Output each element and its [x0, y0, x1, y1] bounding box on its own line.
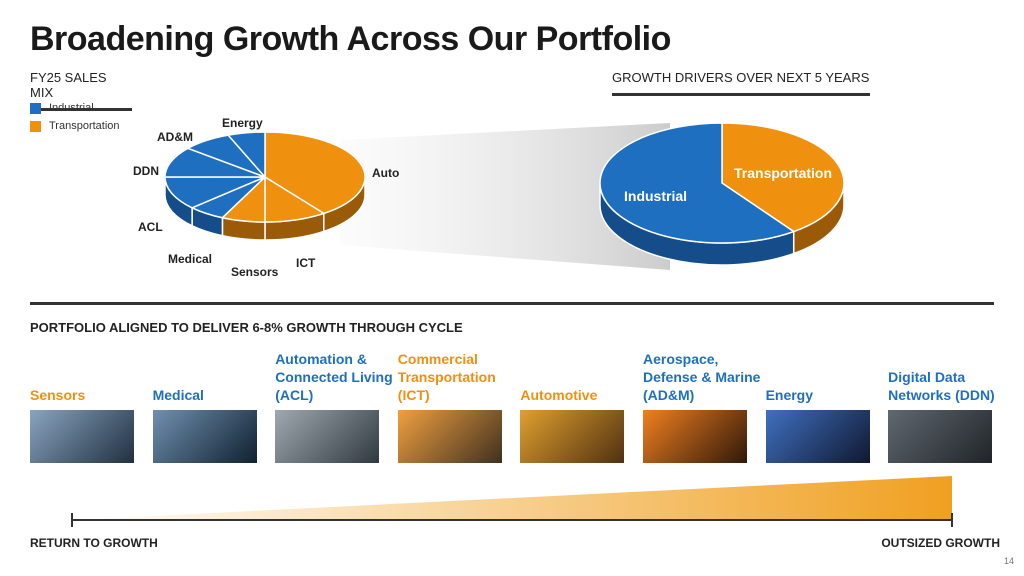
- segment-image: [520, 410, 625, 463]
- segment-label: Automotive: [520, 387, 598, 403]
- pie-label-auto: Auto: [372, 166, 400, 180]
- legend-label: Industrial: [49, 102, 94, 114]
- segment-image: [642, 410, 747, 463]
- scale-right-label: OUTSIZED GROWTH: [881, 536, 1000, 550]
- growth-ramp: [72, 476, 952, 520]
- pie-slice-acl: [164, 176, 266, 209]
- segment-label: Medical: [152, 387, 204, 403]
- legend-industrial: Industrial: [30, 102, 120, 114]
- subtitle: PORTFOLIO ALIGNED TO DELIVER 6-8% GROWTH…: [30, 320, 463, 335]
- segment-label: Aerospace, Defense & Marine (AD&M): [642, 351, 761, 403]
- legend-swatch: [30, 102, 41, 114]
- page-title: Broadening Growth Across Our Portfolio: [30, 20, 671, 58]
- segment-labels: Sensors Medical Automation & Connected Liv…: [30, 348, 1011, 404]
- legend-swatch: [30, 120, 41, 132]
- page-number: 14: [1003, 556, 1014, 566]
- pie-label-ddn: DDN: [133, 164, 159, 178]
- section-growth-drivers: GROWTH DRIVERS OVER NEXT 5 YEARS: [612, 70, 870, 96]
- segment-image: [888, 410, 993, 463]
- divider: [30, 302, 994, 305]
- pie-charts: [164, 122, 845, 270]
- scale-left-label: RETURN TO GROWTH: [30, 536, 158, 550]
- segment-label: Sensors: [30, 387, 86, 403]
- pie-label-medical: Medical: [168, 252, 213, 266]
- pie-label-adm: AD&M: [157, 130, 193, 144]
- segment-images: [30, 410, 1011, 463]
- pie-slice-transportation: [721, 122, 845, 233]
- pie2-label-transportation: Transportation: [734, 165, 833, 181]
- segment-image: [275, 410, 380, 463]
- legend-transportation: Transportation: [30, 120, 120, 132]
- zoom-connector: [340, 123, 670, 270]
- pie-label-energy: Energy: [222, 116, 263, 130]
- segment-image: [397, 410, 502, 463]
- pie-slice-industrial: [599, 122, 796, 244]
- pie-label-sensors: Sensors: [231, 265, 279, 279]
- pie-slice-auto: [264, 131, 366, 215]
- pie-label-acl: ACL: [138, 220, 163, 234]
- segment-image: [152, 410, 257, 463]
- segment-image: [30, 410, 134, 463]
- legend: Industrial Transportation: [30, 102, 120, 138]
- pie2-label-industrial: Industrial: [624, 188, 688, 204]
- section-sales-mix: FY25 SALES MIX: [30, 70, 132, 111]
- segment-image: [765, 410, 870, 463]
- segment-label: Energy: [765, 387, 814, 403]
- pie-label-ict: ICT: [296, 256, 316, 270]
- legend-label: Transportation: [49, 120, 120, 132]
- segment-label: Commercial Transportation (ICT): [397, 351, 496, 403]
- pie-slice-energy: [226, 131, 266, 179]
- segment-label: Digital Data Networks (DDN): [888, 369, 995, 403]
- segment-label: Automation & Connected Living (ACL): [275, 351, 393, 403]
